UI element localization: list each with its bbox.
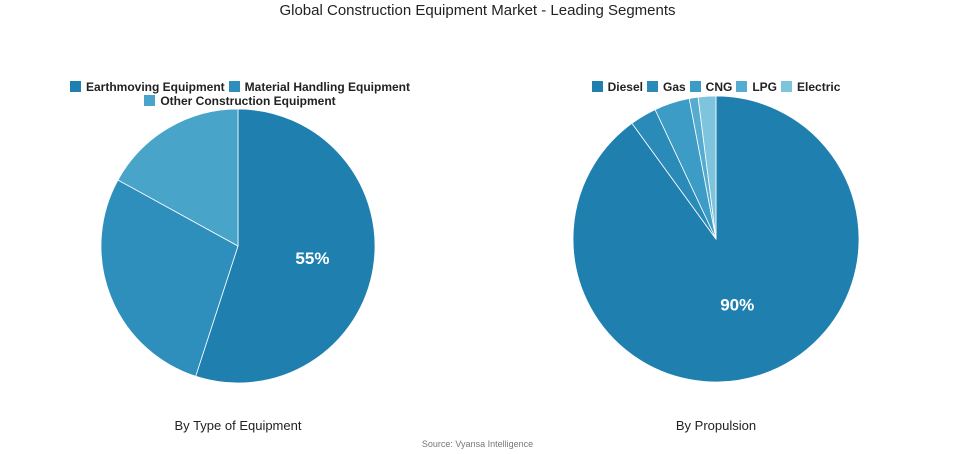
pie-slice-earthmoving-equipment[interactable] [195,108,376,384]
legend-swatch [69,81,81,92]
subtitle-propulsion: By Propulsion [675,418,757,433]
legend-item[interactable]: Diesel [591,80,643,94]
legend-swatch [781,81,793,92]
legend-label: Earthmoving Equipment [85,80,225,94]
legend-item[interactable]: Other Construction Equipment [144,94,336,108]
legend-propulsion: Diesel Gas CNG LPG Electric [566,80,866,94]
legend-label: Electric [797,80,841,94]
legend-item[interactable]: LPG [736,80,777,94]
legend-swatch [591,81,603,92]
legend-item[interactable]: Material Handling Equipment [228,80,411,94]
legend-swatch [689,81,701,92]
chart-title: Global Construction Equipment Market - L… [279,2,676,19]
pie-slice-electric[interactable] [697,95,717,240]
legend-swatch [228,81,240,92]
legend-item[interactable]: Electric [781,80,840,94]
legend-label: CNG [705,80,733,94]
data-label: 55% [295,249,329,268]
legend-swatch [646,81,658,92]
legend-item[interactable]: CNG [689,80,733,94]
legend-label: Other Construction Equipment [160,94,336,108]
legend-swatch [736,81,748,92]
legend-label: Gas [662,80,686,94]
pie-slice-other-construction-equipment[interactable] [117,108,239,247]
subtitle-type: By Type of Equipment [174,418,302,433]
source-note: Source: Vyansa Intelligence [421,439,534,449]
legend-type: Earthmoving Equipment Material Handling E… [60,80,420,108]
data-label: 90% [720,295,754,314]
legend-swatch [144,95,156,106]
pie-slice-material-handling-equipment[interactable] [100,179,239,377]
legend-label: LPG [752,80,778,94]
legend-label: Diesel [607,80,643,94]
legend-label: Material Handling Equipment [244,80,411,94]
legend-item[interactable]: Earthmoving Equipment [69,80,225,94]
legend-item[interactable]: Gas [646,80,686,94]
